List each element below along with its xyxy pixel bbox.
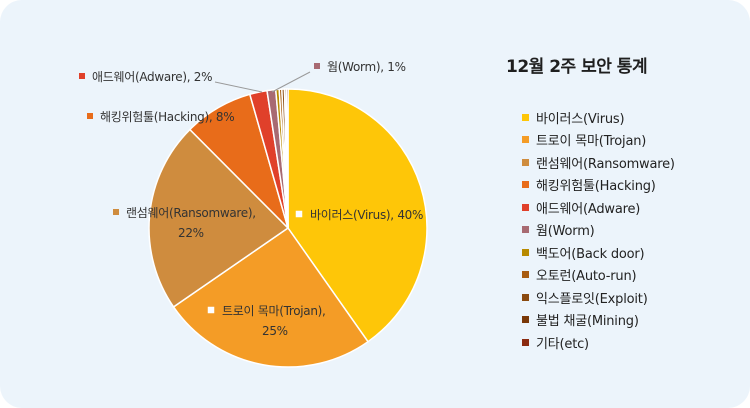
label-marker — [79, 73, 85, 79]
chart-title: 12월 2주 보안 통계 — [506, 57, 648, 77]
legend-swatch — [522, 293, 529, 301]
pie-slices — [148, 88, 428, 368]
legend-swatch — [522, 271, 529, 279]
legend-swatch — [522, 113, 529, 121]
legend: 바이러스(Virus) 트로이 목마(Trojan) 랜섬웨어(Ransomwa… — [522, 106, 675, 354]
legend-swatch — [522, 338, 529, 346]
legend-label: 익스플로잇(Exploit) — [536, 291, 648, 307]
data-label: 웜(Worm), 1% — [327, 60, 406, 74]
data-label: 바이러스(Virus), 40% — [310, 208, 423, 222]
legend-item: 트로이 목마(Trojan) — [522, 129, 675, 152]
legend-item: 랜섬웨어(Ransomware) — [522, 151, 675, 174]
legend-item: 오토런(Auto-run) — [522, 264, 675, 287]
legend-label: 기타(etc) — [536, 336, 589, 352]
data-label: 애드웨어(Adware), 2% — [92, 70, 212, 84]
legend-item: 해킹위험툴(Hacking) — [522, 174, 675, 197]
legend-swatch — [522, 226, 529, 234]
legend-label: 웜(Worm) — [536, 224, 595, 240]
legend-item: 기타(etc) — [522, 331, 675, 354]
legend-label: 오토런(Auto-run) — [536, 269, 637, 285]
legend-item: 애드웨어(Adware) — [522, 196, 675, 219]
leader-line — [271, 71, 311, 93]
legend-label: 백도어(Back door) — [536, 246, 645, 262]
legend-label: 랜섬웨어(Ransomware) — [536, 156, 675, 172]
leader-lines — [214, 71, 311, 93]
pie-slice — [285, 88, 289, 229]
pie-slice — [148, 128, 290, 308]
legend-swatch — [522, 316, 529, 324]
legend-label: 해킹위험툴(Hacking) — [536, 179, 656, 195]
label-marker — [206, 305, 216, 315]
label-marker — [87, 113, 93, 119]
data-label: 랜섬웨어(Ransomware), 22% — [126, 206, 256, 240]
legend-item: 익스플로잇(Exploit) — [522, 286, 675, 309]
legend-item: 불법 채굴(Mining) — [522, 309, 675, 332]
legend-label: 애드웨어(Adware) — [536, 201, 641, 217]
legend-label: 트로이 목마(Trojan) — [536, 134, 647, 150]
legend-swatch — [522, 248, 529, 256]
data-label: 트로이 목마(Trojan), 25% — [222, 304, 326, 338]
pie-slice — [287, 88, 428, 343]
pie-slice — [172, 226, 370, 368]
legend-swatch — [522, 136, 529, 144]
data-label: 해킹위험툴(Hacking), 8% — [100, 110, 234, 124]
legend-label: 바이러스(Virus) — [536, 111, 625, 127]
label-marker — [294, 209, 304, 219]
legend-item: 웜(Worm) — [522, 219, 675, 242]
legend-swatch — [522, 203, 529, 211]
legend-label: 불법 채굴(Mining) — [536, 314, 639, 330]
leader-line — [214, 81, 263, 93]
legend-item: 백도어(Back door) — [522, 241, 675, 264]
legend-item: 바이러스(Virus) — [522, 106, 675, 129]
label-marker — [113, 209, 119, 215]
legend-swatch — [522, 181, 529, 189]
legend-swatch — [522, 158, 529, 166]
data-labels: 바이러스(Virus), 40% 트로이 목마(Trojan), 25% 랜섬웨어(R… — [79, 60, 423, 338]
label-marker — [314, 63, 320, 69]
